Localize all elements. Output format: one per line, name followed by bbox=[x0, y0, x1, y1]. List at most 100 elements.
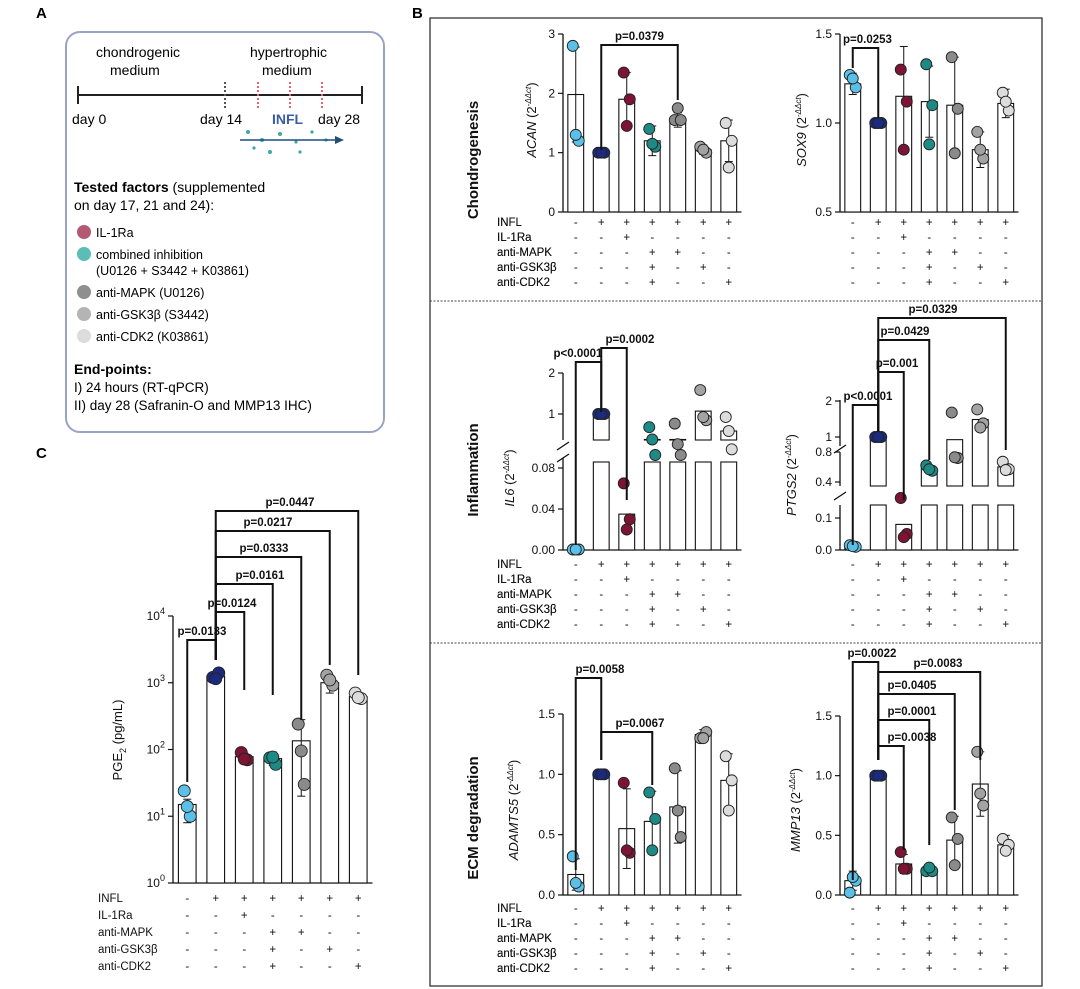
point-5-2 bbox=[697, 143, 710, 156]
row-2-col-0: - bbox=[574, 589, 578, 601]
row-4-col-3: + bbox=[926, 619, 933, 631]
sig-bracket-4 bbox=[877, 671, 982, 760]
row-1-col-4: - bbox=[953, 574, 957, 586]
panel-a-frame bbox=[65, 31, 385, 433]
point-4-2 bbox=[671, 804, 684, 817]
row-1-col-2: + bbox=[623, 574, 630, 586]
row-1-col-0: - bbox=[185, 910, 189, 922]
y-tick-label-1: 0.5 bbox=[538, 828, 555, 842]
condition-table: INFL - + + + + + + IL-1Ra - - + - - - - anti-MAPK - - - + + - -… bbox=[497, 903, 1009, 975]
axis-break-1 bbox=[833, 491, 847, 501]
row-4-col-6: + bbox=[725, 277, 732, 289]
row-0-col-1: + bbox=[598, 217, 605, 229]
point-6-1 bbox=[725, 774, 738, 787]
row-3-col-2: - bbox=[902, 262, 906, 274]
row-1-col-4: - bbox=[676, 574, 680, 586]
row-0-col-2: + bbox=[241, 893, 248, 905]
bar-5-seg-0 bbox=[694, 461, 712, 551]
tested-item-combined: combined inhibition bbox=[96, 248, 203, 262]
sig-bracket-0 bbox=[574, 677, 603, 870]
row-4-col-3: + bbox=[926, 277, 933, 289]
row-1-col-4: - bbox=[953, 918, 957, 930]
row-0-col-6: + bbox=[355, 893, 362, 905]
row-0-col-3: + bbox=[649, 559, 656, 571]
row-4-col-0: - bbox=[574, 277, 578, 289]
row-1-col-6: - bbox=[727, 918, 731, 930]
infl-label: INFL bbox=[272, 111, 304, 127]
row-1-col-2: + bbox=[900, 232, 907, 244]
sig-label-1: p=0.0038 bbox=[888, 732, 938, 744]
row-0-col-0: - bbox=[851, 559, 855, 571]
row-2-col-5: - bbox=[328, 927, 332, 939]
endpoints-title: End-points: bbox=[74, 361, 152, 377]
row-3-col-0: - bbox=[851, 604, 855, 616]
bar-3 bbox=[263, 758, 283, 884]
bar-1 bbox=[869, 775, 887, 896]
bar-6-seg-0 bbox=[997, 504, 1015, 551]
bar-2 bbox=[234, 756, 254, 884]
plots: 0 1 2 3 ACAN (2-ΔΔct) p=0.0379 INFL - + + + + + + IL-1… bbox=[98, 27, 1019, 975]
row-4-col-0: - bbox=[574, 619, 578, 631]
row-0-col-5: + bbox=[700, 559, 707, 571]
sig-label-2: p=0.0429 bbox=[881, 326, 930, 338]
sig-label-0: p=0.0022 bbox=[848, 648, 897, 660]
panel-letter-b: B bbox=[412, 5, 423, 22]
y-tick-label-1: 0.5 bbox=[815, 828, 832, 842]
row-0-col-3: + bbox=[269, 893, 276, 905]
tested-item-cdk: anti-CDK2 (K03861) bbox=[96, 330, 209, 344]
row-2-col-1: - bbox=[599, 247, 603, 259]
row-3-col-2: - bbox=[625, 604, 629, 616]
condition-table: INFL - + + + + + + IL-1Ra - - + - - - - anti-MAPK - - - + + - -… bbox=[497, 559, 732, 631]
row-0-col-6: + bbox=[725, 903, 732, 915]
tested-title-2: on day 17, 21 and 24): bbox=[74, 197, 214, 213]
row-0-col-6: + bbox=[1002, 217, 1009, 229]
row-0-col-3: + bbox=[649, 903, 656, 915]
row-3-col-1: - bbox=[214, 944, 218, 956]
axis-break-0 bbox=[556, 441, 570, 451]
y-axis-title: PGE2 (pg/mL) bbox=[110, 700, 128, 781]
row-4-col-3: + bbox=[649, 619, 656, 631]
row-label-1: IL-1Ra bbox=[98, 910, 133, 922]
row-1-col-0: - bbox=[574, 232, 578, 244]
row-2-col-0: - bbox=[185, 927, 189, 939]
bar-4-seg-0 bbox=[669, 461, 687, 551]
bar-5 bbox=[320, 682, 340, 884]
chart-sox9: 0.5 1.0 1.5 SOX9 (2-ΔΔct) p=0.0253 INFL - + + + + +… bbox=[497, 27, 1019, 289]
point-4-1 bbox=[297, 777, 311, 791]
row-label-3: anti-GSK3β bbox=[497, 604, 557, 616]
row-3-col-1: - bbox=[599, 604, 603, 616]
row-0-col-4: + bbox=[951, 903, 958, 915]
point-6-2 bbox=[999, 95, 1012, 108]
point-3-0 bbox=[920, 58, 933, 71]
bar-6-seg-0 bbox=[720, 461, 738, 551]
row-1-col-1: - bbox=[876, 918, 880, 930]
row-2-col-6: - bbox=[727, 589, 731, 601]
row-2-col-6: - bbox=[727, 933, 731, 945]
row-2-col-0: - bbox=[851, 589, 855, 601]
row-3-col-4: - bbox=[953, 262, 957, 274]
point-2-0 bbox=[617, 776, 630, 789]
row-2-col-3: + bbox=[649, 933, 656, 945]
condition-table: INFL - + + + + + + IL-1Ra - - + - - - - anti-MAPK - - - + + - -… bbox=[497, 903, 732, 975]
y-tick-label-2: 102 bbox=[147, 740, 165, 757]
row-1-col-2: + bbox=[623, 232, 630, 244]
point-4-1 bbox=[674, 831, 687, 844]
point-6-2 bbox=[722, 425, 735, 437]
row-label-0: INFL bbox=[98, 893, 124, 905]
row-4-col-0: - bbox=[851, 963, 855, 975]
row-2-col-6: - bbox=[1004, 247, 1008, 259]
row-0-col-4: + bbox=[674, 217, 681, 229]
row-2-col-0: - bbox=[851, 933, 855, 945]
row-0-col-5: + bbox=[326, 893, 333, 905]
sig-label-1: p=0.0067 bbox=[616, 718, 665, 730]
row-1-col-4: - bbox=[676, 918, 680, 930]
row-label-4: anti-CDK2 bbox=[497, 963, 550, 975]
row-1-col-6: - bbox=[727, 574, 731, 586]
row-1-col-3: - bbox=[650, 918, 654, 930]
sig-label-1: p=0.001 bbox=[876, 358, 919, 370]
row-4-col-0: - bbox=[574, 963, 578, 975]
row-1-col-2: + bbox=[900, 918, 907, 930]
section-ecm: ECM degradation bbox=[465, 756, 482, 879]
row-2-col-0: - bbox=[851, 247, 855, 259]
row-0-col-6: + bbox=[1002, 559, 1009, 571]
